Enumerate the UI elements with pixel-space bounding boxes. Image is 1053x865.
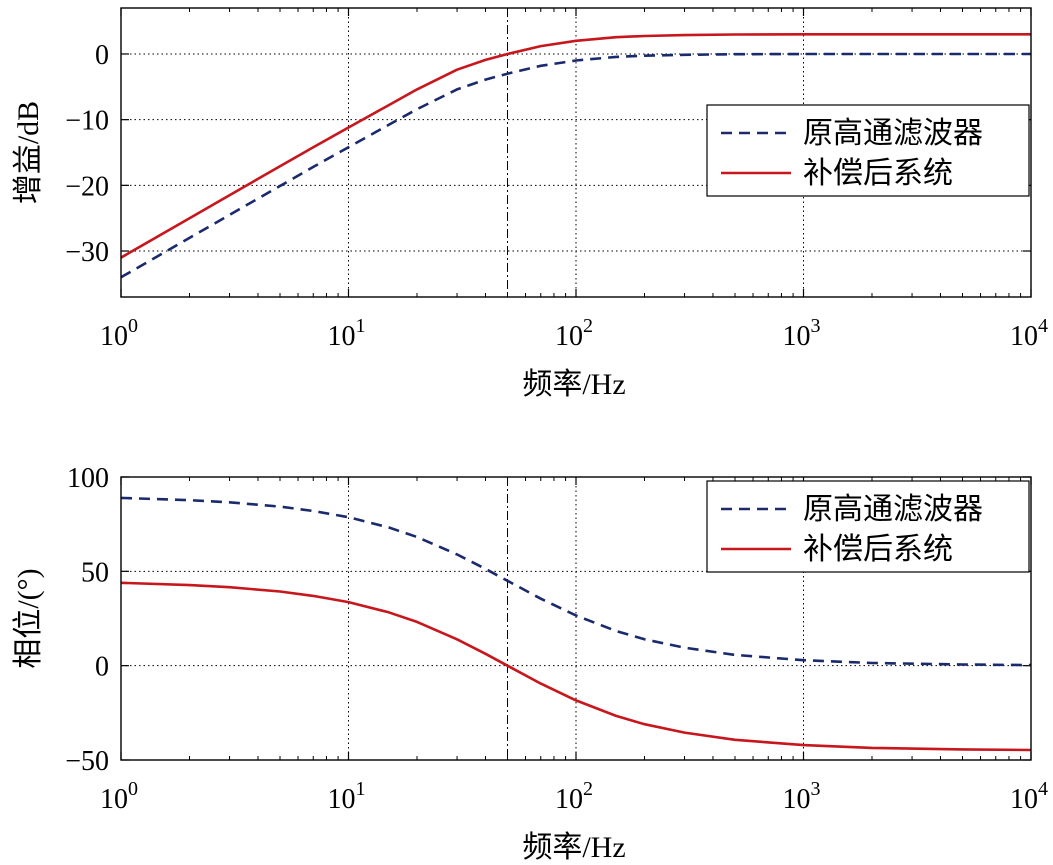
y-tick-label: 0 <box>95 652 109 683</box>
y-tick-label: 100 <box>67 463 109 494</box>
x-tick-label: 104 <box>1010 778 1048 815</box>
series-line-original-filter <box>120 496 1032 667</box>
legend-label: 原高通滤波器 <box>803 493 983 526</box>
series-line-compensated-system <box>120 581 1032 752</box>
x-axis-label: 频率/Hz <box>522 831 625 864</box>
x-tick-label: 100 <box>100 315 138 352</box>
y-tick-label: −20 <box>65 171 109 202</box>
y-axis-label: 增益/dB <box>12 101 45 204</box>
x-tick-label: 101 <box>328 778 366 815</box>
legend-box <box>706 104 1030 197</box>
x-tick-label: 101 <box>328 315 366 352</box>
x-tick-label: 102 <box>555 778 593 815</box>
y-tick-label: −10 <box>65 106 109 137</box>
legend-box <box>706 480 1030 573</box>
y-tick-label: 50 <box>81 557 109 588</box>
y-tick-label: −30 <box>65 237 109 268</box>
series-line-compensated-system <box>120 33 1031 259</box>
x-tick-label: 102 <box>555 315 593 352</box>
plot-frame <box>120 7 1032 298</box>
series-line-original-filter <box>120 52 1031 279</box>
y-axis-label: 相位/(°) <box>12 568 45 668</box>
x-tick-label: 103 <box>783 315 821 352</box>
phase-plot: 100 101 102 103 104 100 50 0 −50 原高通滤波器补偿后系统频率/Hz… <box>12 463 1048 864</box>
plot-frame <box>120 476 1032 761</box>
legend-label: 补偿后系统 <box>803 157 953 190</box>
x-tick-label: 100 <box>100 778 138 815</box>
x-tick-label: 104 <box>1010 315 1048 352</box>
y-tick-label: −50 <box>65 746 109 777</box>
x-tick-label: 103 <box>783 778 821 815</box>
legend-label: 补偿后系统 <box>803 533 953 566</box>
gain-plot: 100 101 102 103 104 0 −10 −20 −30 原高通滤波器补偿后系统频率/H… <box>12 7 1048 401</box>
legend-label: 原高通滤波器 <box>803 117 983 150</box>
x-axis-label: 频率/Hz <box>522 368 625 401</box>
y-tick-label: 0 <box>95 40 109 71</box>
